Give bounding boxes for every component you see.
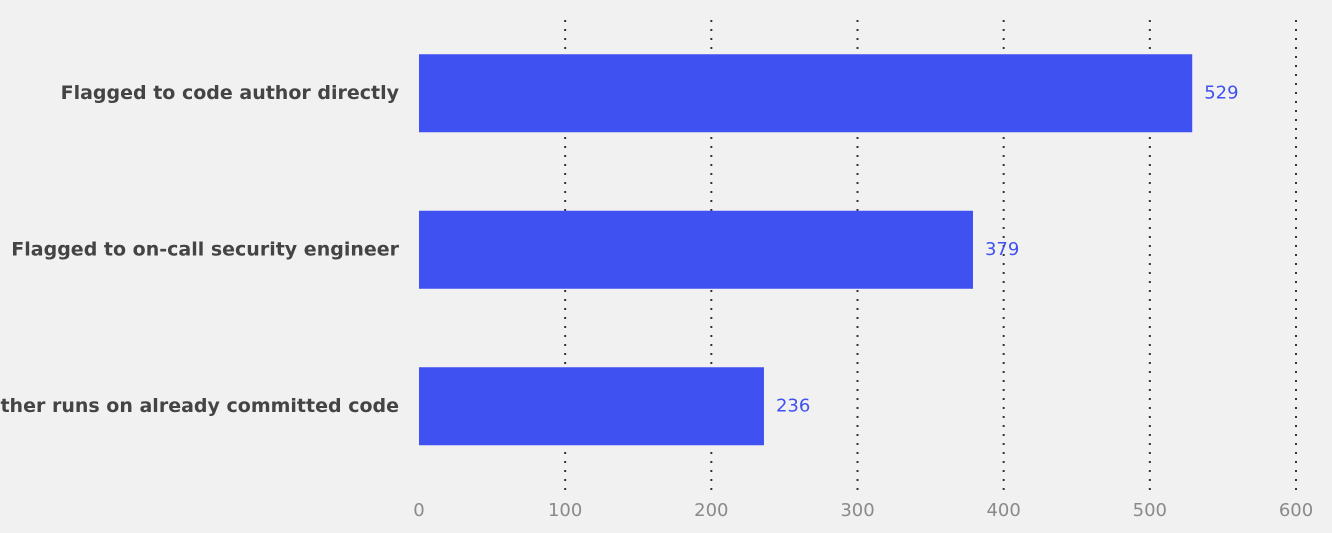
value-label: 379 bbox=[985, 239, 1019, 260]
value-label: 236 bbox=[776, 395, 810, 416]
category-label: Flagged to code author directly bbox=[61, 82, 400, 104]
x-tick-label: 100 bbox=[548, 500, 582, 521]
x-tick-label: 200 bbox=[694, 500, 728, 521]
x-tick-label: 300 bbox=[840, 500, 874, 521]
x-tick-label: 0 bbox=[413, 500, 424, 521]
category-label: Flagged to on-call security engineer bbox=[11, 238, 399, 260]
bar bbox=[419, 54, 1193, 133]
x-tick-label: 400 bbox=[986, 500, 1020, 521]
bar bbox=[419, 210, 973, 289]
x-tick-label: 600 bbox=[1279, 500, 1313, 521]
value-label: 529 bbox=[1204, 82, 1238, 103]
bar bbox=[419, 367, 764, 446]
x-tick-label: 500 bbox=[1133, 500, 1167, 521]
category-label: Other runs on already committed code bbox=[0, 395, 399, 417]
